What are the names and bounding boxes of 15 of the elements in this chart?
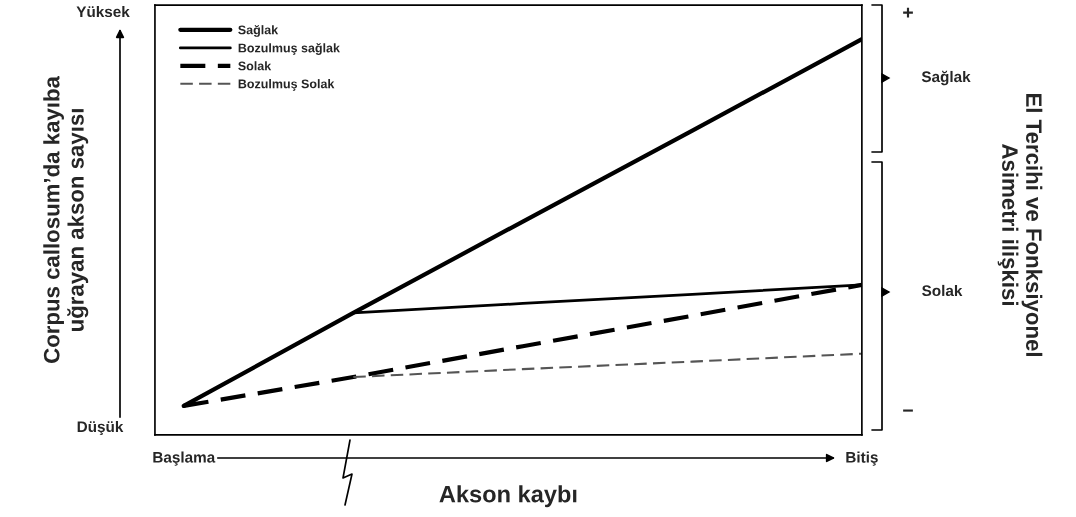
x-axis-title: Akson kaybı — [439, 485, 577, 508]
x-tick-label: Başlama — [153, 451, 216, 466]
text: + — [903, 7, 913, 18]
text: Solak — [922, 284, 963, 297]
text: Sağlak — [921, 70, 971, 86]
x-tick-label: Bitiş — [846, 451, 878, 466]
y-axis-title: Corpus callosum’da kayıba uğrayan akson sayısı — [43, 75, 89, 363]
legend-label: Solak — [238, 61, 272, 71]
legend-label: Sağlak — [238, 25, 279, 37]
text: Düşük — [77, 420, 124, 436]
text: Yüksek — [76, 5, 130, 18]
legend-label: Bozulmuş Solak — [238, 79, 335, 91]
legend-label: Bozulmuş sağlak — [238, 43, 340, 55]
text: El Tercihi ve Fonksiyonel Asimetri ilişkisi — [997, 93, 1043, 356]
text: − — [903, 409, 913, 412]
